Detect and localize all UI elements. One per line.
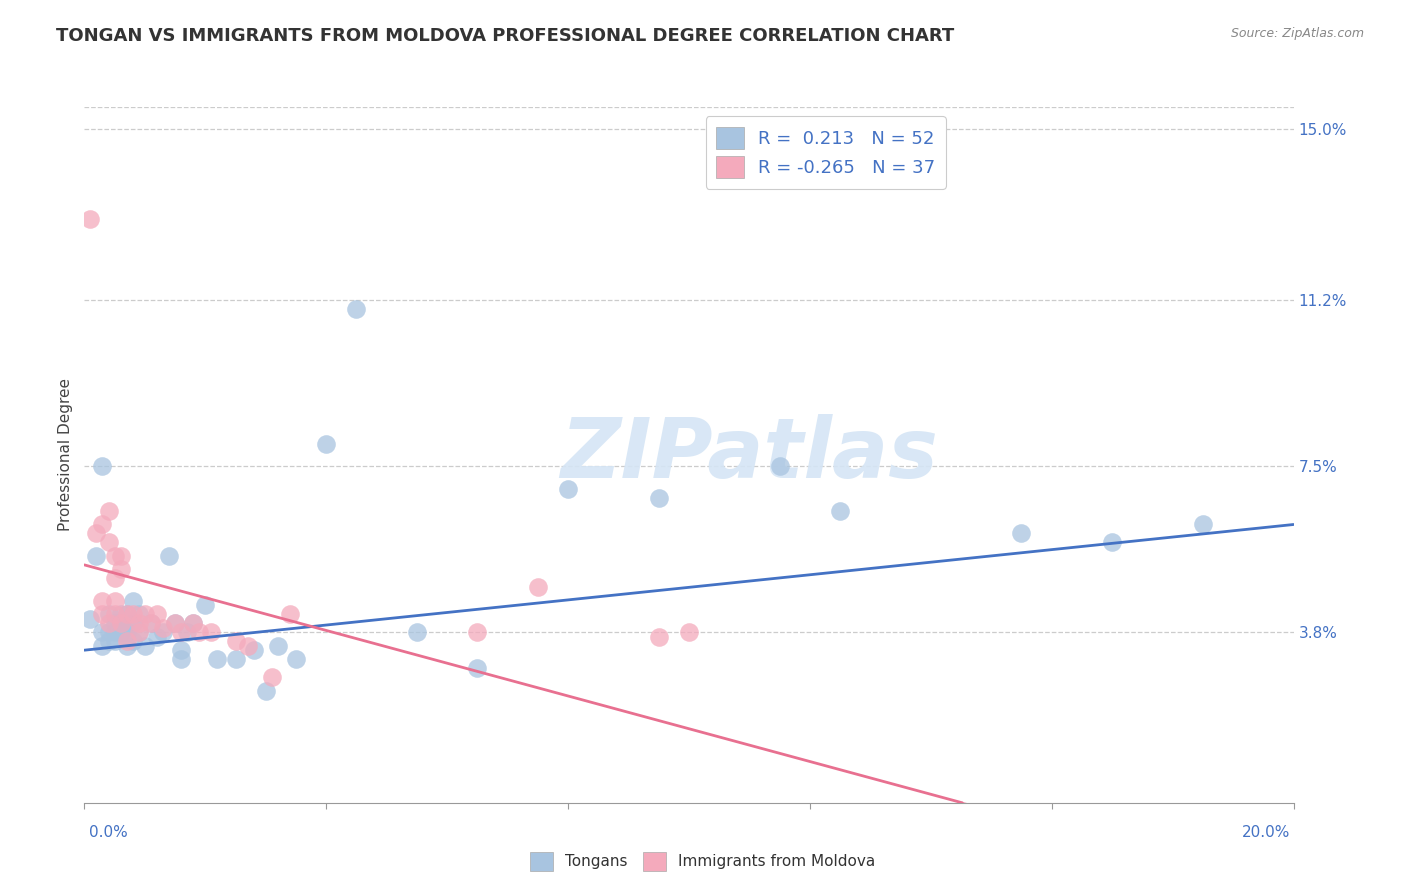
Point xyxy=(91,594,114,608)
Point xyxy=(128,625,150,640)
Point xyxy=(110,607,132,622)
Point xyxy=(97,616,120,631)
Point xyxy=(278,607,301,622)
Point xyxy=(115,625,138,640)
Text: ZIPatlas: ZIPatlas xyxy=(561,415,938,495)
Point xyxy=(139,616,162,631)
Point xyxy=(104,634,127,648)
Point xyxy=(110,616,132,631)
Point xyxy=(1011,526,1033,541)
Point xyxy=(181,616,204,631)
Point xyxy=(104,625,127,640)
Point xyxy=(200,625,222,640)
Point xyxy=(91,625,114,640)
Point xyxy=(79,612,101,626)
Point xyxy=(467,625,489,640)
Legend: Tongans, Immigrants from Moldova: Tongans, Immigrants from Moldova xyxy=(522,843,884,880)
Point xyxy=(110,616,132,631)
Point xyxy=(115,607,138,622)
Point xyxy=(267,639,290,653)
Point xyxy=(104,607,127,622)
Point xyxy=(97,625,120,640)
Point xyxy=(527,580,550,594)
Point xyxy=(91,639,114,653)
Point xyxy=(170,652,193,666)
Point xyxy=(157,549,180,563)
Point xyxy=(110,562,132,576)
Point xyxy=(207,652,229,666)
Point xyxy=(557,482,579,496)
Point xyxy=(86,549,108,563)
Point xyxy=(285,652,308,666)
Point xyxy=(115,607,138,622)
Legend: R =  0.213   N = 52, R = -0.265   N = 37: R = 0.213 N = 52, R = -0.265 N = 37 xyxy=(706,116,946,189)
Point xyxy=(152,621,174,635)
Point xyxy=(406,625,429,640)
Point xyxy=(648,630,671,644)
Point xyxy=(104,549,127,563)
Point xyxy=(1101,535,1123,549)
Point xyxy=(110,625,132,640)
Point xyxy=(194,599,217,613)
Point xyxy=(104,571,127,585)
Point xyxy=(236,639,259,653)
Point xyxy=(91,607,114,622)
Point xyxy=(1192,517,1215,532)
Point xyxy=(165,616,187,631)
Point xyxy=(104,594,127,608)
Point xyxy=(128,616,150,631)
Point xyxy=(165,616,187,631)
Point xyxy=(115,639,138,653)
Point xyxy=(86,526,108,541)
Point xyxy=(128,625,150,640)
Point xyxy=(260,670,283,684)
Point xyxy=(830,504,852,518)
Text: Source: ZipAtlas.com: Source: ZipAtlas.com xyxy=(1230,27,1364,40)
Point xyxy=(134,639,156,653)
Point xyxy=(315,436,337,450)
Text: 0.0%: 0.0% xyxy=(89,825,128,840)
Point xyxy=(128,607,150,622)
Point xyxy=(146,630,169,644)
Point xyxy=(225,652,247,666)
Point xyxy=(188,625,211,640)
Point xyxy=(97,504,120,518)
Point xyxy=(242,643,264,657)
Point xyxy=(110,549,132,563)
Point xyxy=(97,634,120,648)
Text: 20.0%: 20.0% xyxy=(1243,825,1291,840)
Point xyxy=(115,616,138,631)
Point xyxy=(648,491,671,505)
Point xyxy=(104,616,127,631)
Point xyxy=(115,634,138,648)
Text: TONGAN VS IMMIGRANTS FROM MOLDOVA PROFESSIONAL DEGREE CORRELATION CHART: TONGAN VS IMMIGRANTS FROM MOLDOVA PROFES… xyxy=(56,27,955,45)
Point xyxy=(467,661,489,675)
Point xyxy=(79,212,101,227)
Point xyxy=(176,625,198,640)
Point xyxy=(121,607,143,622)
Point xyxy=(97,535,120,549)
Point xyxy=(146,607,169,622)
Point xyxy=(225,634,247,648)
Point xyxy=(170,625,193,640)
Point xyxy=(121,634,143,648)
Point xyxy=(91,517,114,532)
Point xyxy=(121,594,143,608)
Point xyxy=(181,616,204,631)
Point xyxy=(678,625,700,640)
Point xyxy=(139,616,162,631)
Point xyxy=(91,459,114,474)
Point xyxy=(254,683,277,698)
Point xyxy=(346,301,368,316)
Point xyxy=(110,625,132,640)
Point xyxy=(134,607,156,622)
Point xyxy=(769,459,792,474)
Point xyxy=(152,625,174,640)
Point xyxy=(121,616,143,631)
Y-axis label: Professional Degree: Professional Degree xyxy=(58,378,73,532)
Point xyxy=(170,643,193,657)
Point xyxy=(97,607,120,622)
